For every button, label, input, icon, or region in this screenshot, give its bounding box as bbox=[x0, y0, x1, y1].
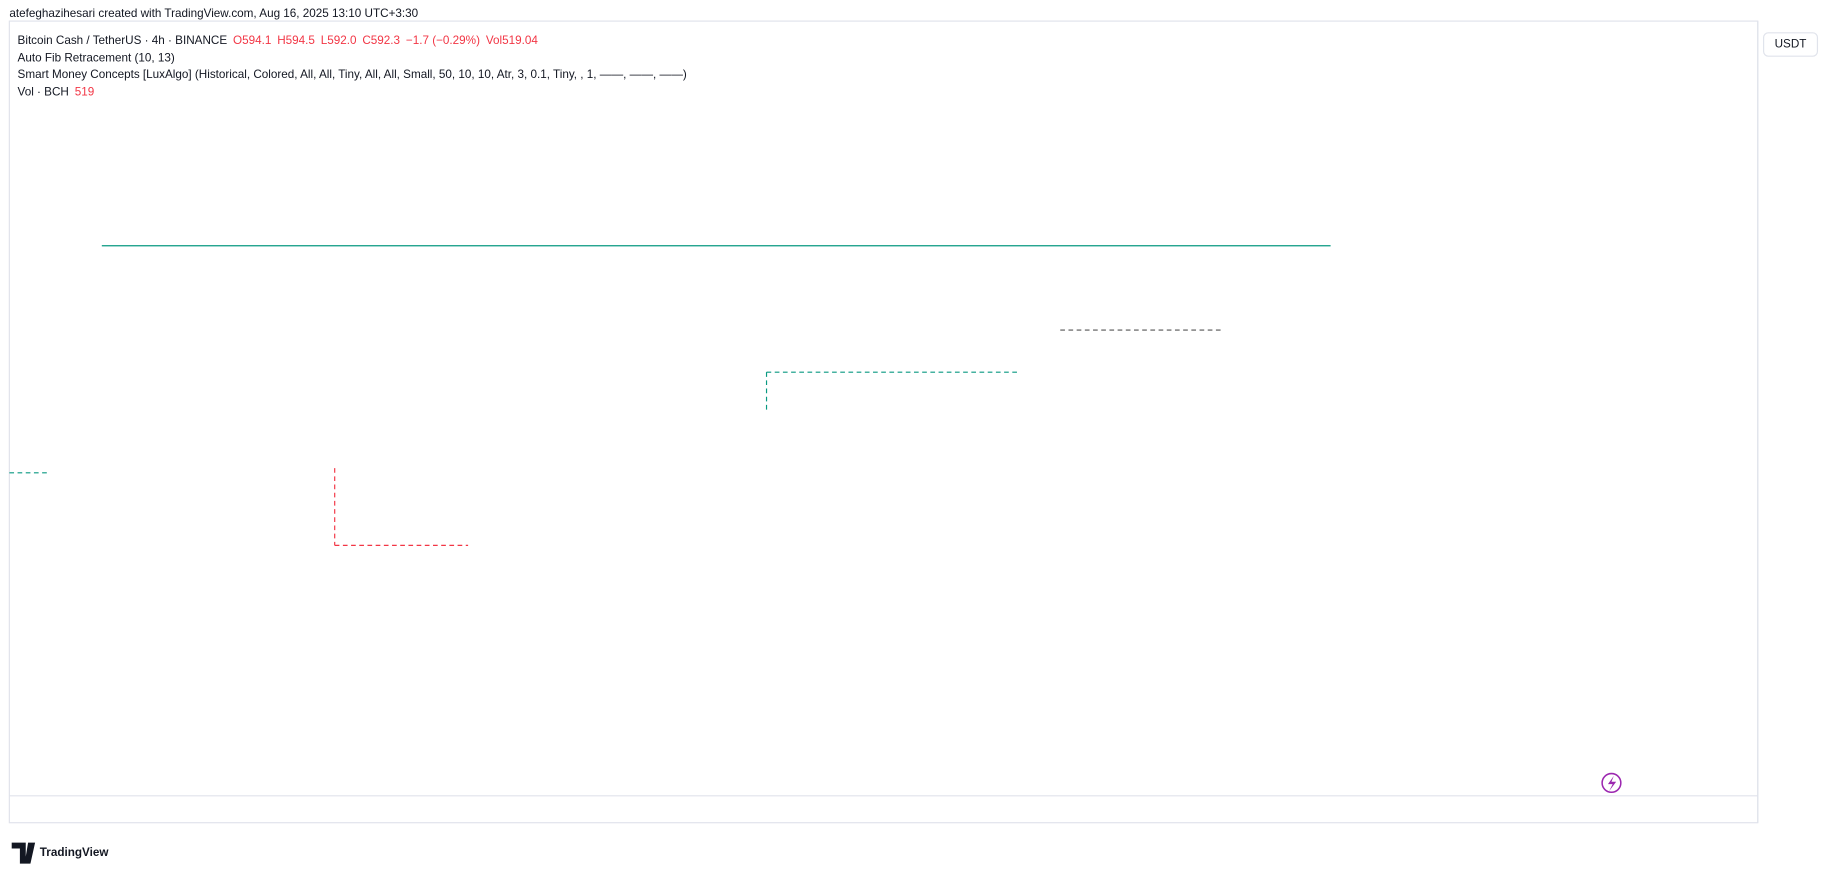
logo: TradingView bbox=[11, 842, 110, 864]
legend-line: Bitcoin Cash / TetherUS · 4h · BINANCE O5… bbox=[18, 34, 539, 47]
structure-lines bbox=[9, 245, 1331, 546]
symbol: Bitcoin Cash / TetherUS · 4h · BINANCE bbox=[18, 34, 228, 47]
ohlc-change: −1.7 (−0.29%) bbox=[406, 34, 480, 47]
logo-icon bbox=[11, 842, 36, 864]
currency-button[interactable] bbox=[1763, 32, 1819, 57]
indicator: Auto Fib Retracement (10, 13) bbox=[18, 52, 175, 65]
ohlc-low: L592.0 bbox=[321, 34, 357, 47]
indicator: Smart Money Concepts [LuxAlgo] (Historic… bbox=[18, 68, 687, 81]
ohlc-close: C592.3 bbox=[362, 34, 400, 47]
alert-bolt bbox=[1607, 775, 1617, 792]
currency[interactable]: USDT bbox=[1775, 38, 1807, 51]
logo-text: TradingView bbox=[40, 846, 110, 859]
ohlc-high: H594.5 bbox=[277, 34, 315, 47]
volume-name: Vol · BCH bbox=[18, 86, 69, 99]
volume-legend: Vol · BCH 519 bbox=[18, 86, 95, 99]
ohlc-volume: Vol519.04 bbox=[486, 34, 538, 47]
volume-value: 519 bbox=[75, 86, 95, 99]
credit: atefeghazihesari created with TradingVie… bbox=[9, 7, 418, 20]
ohlc-open: O594.1 bbox=[233, 34, 271, 47]
